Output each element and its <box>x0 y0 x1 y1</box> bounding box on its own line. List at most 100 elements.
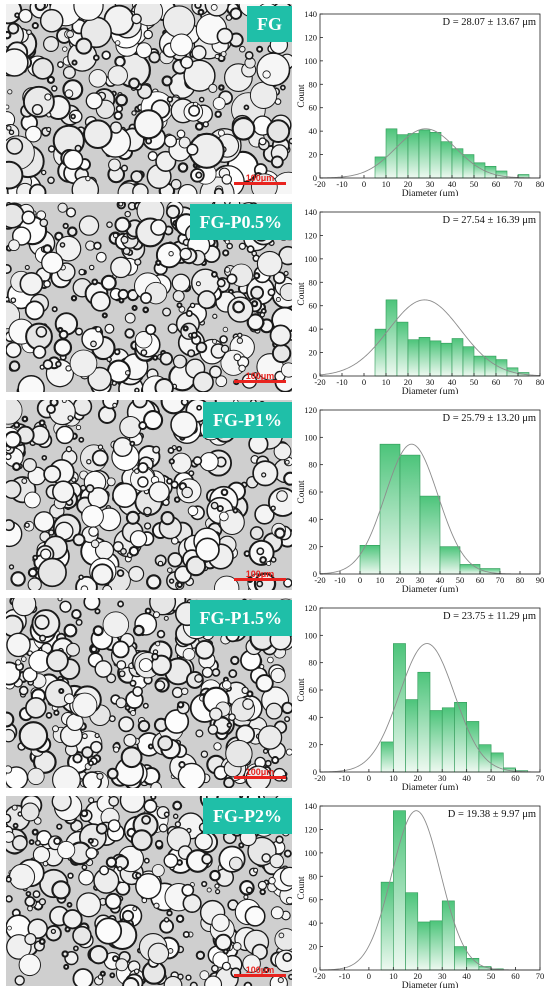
histogram-bar <box>462 154 475 179</box>
y-tick-label: 120 <box>304 824 317 834</box>
histogram-chart: 0 20 40 60 80 100 120 140 -20 -10 0 10 20 30 40 50 60 70 D… <box>296 792 550 991</box>
sample-label-badge: FG <box>247 6 292 42</box>
y-tick-label: 40 <box>309 324 318 334</box>
y-tick-label: 120 <box>304 230 317 240</box>
y-tick-label: 140 <box>304 801 317 811</box>
y-tick-label: 20 <box>309 150 318 160</box>
histogram-bar <box>399 454 421 575</box>
scale-bar-label: 100μm <box>245 965 275 975</box>
panel-2: FG-P0.5% 100μm 0 20 40 60 80 100 120 140 -20 -10 0 10… <box>0 198 550 397</box>
histogram-bar <box>490 752 504 773</box>
x-tick-label: 50 <box>456 575 465 585</box>
x-tick-label: -20 <box>314 179 325 189</box>
histogram-bar <box>393 810 406 971</box>
x-tick-label: 0 <box>358 575 362 585</box>
mean-diameter-annotation: D = 25.79 ± 13.20 μm <box>443 413 536 424</box>
histogram-svg: 0 20 40 60 80 100 120 140 -20 -10 0 10 20 30 40 50 60 70 8… <box>297 207 545 397</box>
y-tick-label: 0 <box>313 767 317 777</box>
y-tick-label: 40 <box>309 712 318 722</box>
x-tick-label: 10 <box>376 575 385 585</box>
x-tick-label: 50 <box>470 377 479 387</box>
x-axis-label: Diameter (μm) <box>402 782 459 790</box>
micrograph-image: FG 100μm <box>6 4 292 194</box>
histogram-bar <box>454 702 467 773</box>
y-axis-label: Count <box>297 678 307 702</box>
bubble-texture <box>6 796 292 986</box>
x-tick-label: 70 <box>536 773 545 783</box>
y-tick-label: 120 <box>304 405 317 415</box>
histogram-bar <box>429 710 443 773</box>
x-tick-label: -20 <box>314 575 325 585</box>
panel-1: FG 100μm 0 20 40 60 80 100 120 140 -20 -10 0 10 20 30 40… <box>0 0 550 199</box>
panel-5: FG-P2% 100μm 0 20 40 60 80 100 120 140 -20 -10 0 10 20… <box>0 792 550 991</box>
x-tick-label: 30 <box>438 971 447 981</box>
histogram-bar <box>407 339 420 377</box>
x-tick-label: 80 <box>516 575 525 585</box>
y-tick-label: 0 <box>313 371 317 381</box>
histogram-bar <box>429 340 442 377</box>
y-axis-label: Count <box>297 282 307 306</box>
x-tick-label: 50 <box>487 773 496 783</box>
scale-bar: 100μm <box>234 767 286 782</box>
normal-fit-curve <box>319 128 540 179</box>
histogram-bar <box>454 946 467 971</box>
y-axis-label: Count <box>297 480 307 504</box>
sample-label-badge: FG-P1% <box>203 402 292 438</box>
histogram-chart: 0 20 40 60 80 100 120 140 -20 -10 0 10 20 30 40 50 60 70 8… <box>296 198 550 397</box>
x-tick-label: -10 <box>339 773 350 783</box>
micrograph-image: FG-P1.5% 100μm <box>6 598 292 788</box>
mean-diameter-annotation: D = 19.38 ± 9.97 μm <box>448 809 536 820</box>
x-axis-label: Diameter (μm) <box>402 188 459 196</box>
scale-bar-label: 100μm <box>245 767 275 777</box>
x-axis-label: Diameter (μm) <box>402 980 459 988</box>
histogram-bar <box>396 321 409 377</box>
histogram-bar <box>441 707 455 773</box>
histogram-bar <box>385 128 398 179</box>
scale-bar-line <box>234 380 286 383</box>
x-tick-label: 90 <box>536 575 545 585</box>
y-tick-label: 60 <box>309 103 318 113</box>
scale-bar-line <box>234 974 286 977</box>
histogram-svg: 0 20 40 60 80 100 120 140 -20 -10 0 10 20 30 40 50 60 70 D… <box>297 801 545 991</box>
scale-bar: 100μm <box>234 371 286 386</box>
y-tick-label: 60 <box>309 895 318 905</box>
x-tick-label: 20 <box>414 971 423 981</box>
histogram-bar <box>418 337 431 377</box>
scale-bar-label: 100μm <box>245 173 275 183</box>
x-tick-label: 80 <box>536 377 545 387</box>
y-tick-label: 80 <box>309 460 318 470</box>
y-tick-label: 100 <box>304 848 317 858</box>
y-tick-label: 100 <box>304 254 317 264</box>
x-tick-label: 20 <box>396 575 405 585</box>
x-tick-label: 20 <box>404 377 413 387</box>
x-tick-label: -20 <box>314 377 325 387</box>
x-tick-label: 70 <box>536 971 545 981</box>
histogram-chart: 0 20 40 60 80 100 120 140 -20 -10 0 10 20 30 40 50 60 70 8… <box>296 0 550 199</box>
x-tick-label: -10 <box>336 377 347 387</box>
mean-diameter-annotation: D = 23.75 ± 11.29 μm <box>443 611 536 622</box>
x-tick-label: 30 <box>426 377 435 387</box>
histogram-bar <box>393 643 406 773</box>
x-tick-label: 0 <box>362 179 366 189</box>
histogram-bar <box>466 957 480 971</box>
x-tick-label: 10 <box>382 179 391 189</box>
histogram-bar <box>405 699 419 773</box>
histogram-bar <box>419 495 441 575</box>
normal-fit-curve <box>319 643 540 773</box>
panel-3: FG-P1% 100μm 0 20 40 60 80 100 120 -20 -10 0 10 20 30 4… <box>0 396 550 595</box>
plot-frame <box>319 805 541 971</box>
y-tick-label: 60 <box>309 685 318 695</box>
histogram-bar <box>439 546 461 575</box>
y-tick-label: 20 <box>309 348 318 358</box>
y-tick-label: 80 <box>309 79 318 89</box>
x-tick-label: 30 <box>416 575 425 585</box>
x-tick-label: 0 <box>367 773 371 783</box>
x-tick-label: 70 <box>514 377 523 387</box>
sample-label-badge: FG-P1.5% <box>189 600 292 636</box>
x-tick-label: 40 <box>462 773 471 783</box>
y-tick-label: 140 <box>304 9 317 19</box>
y-tick-label: 140 <box>304 207 317 217</box>
y-tick-label: 40 <box>309 126 318 136</box>
x-tick-label: 70 <box>496 575 505 585</box>
histogram-bar <box>405 892 419 971</box>
